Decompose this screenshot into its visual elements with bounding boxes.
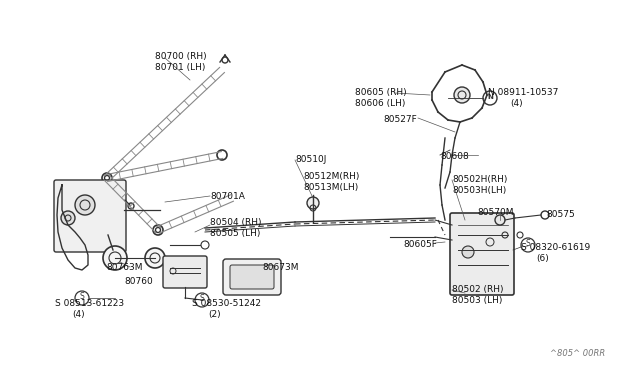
Text: S: S [525,239,530,248]
Text: 80575: 80575 [546,210,575,219]
Circle shape [75,195,95,215]
FancyBboxPatch shape [450,213,514,295]
Circle shape [102,173,112,183]
Text: 80510J: 80510J [295,155,326,164]
FancyBboxPatch shape [230,265,274,289]
Circle shape [103,246,127,270]
Circle shape [495,215,505,225]
Text: (4): (4) [72,310,84,319]
Text: 80502H(RH): 80502H(RH) [452,175,508,184]
Text: 80570M: 80570M [477,208,513,217]
Text: N 08911-10537: N 08911-10537 [488,88,558,97]
Text: 80505 (LH): 80505 (LH) [210,229,260,238]
Text: 80503 (LH): 80503 (LH) [452,296,502,305]
Text: ^805^ 00RR: ^805^ 00RR [550,349,605,358]
Text: 80608: 80608 [440,152,468,161]
FancyBboxPatch shape [163,256,207,288]
Text: 80701A: 80701A [210,192,245,201]
Text: 80760: 80760 [124,277,153,286]
Text: 80605F: 80605F [403,240,437,249]
Text: 80606 (LH): 80606 (LH) [355,99,405,108]
Text: S: S [199,294,204,303]
Circle shape [217,150,227,160]
Circle shape [307,197,319,209]
Text: 80512M(RH): 80512M(RH) [303,172,360,181]
Text: 80763M: 80763M [106,263,143,272]
Text: N: N [487,94,493,100]
Text: 80673M: 80673M [262,263,298,272]
Text: 80504 (RH): 80504 (RH) [210,218,262,227]
Circle shape [454,87,470,103]
Text: 80700 (RH): 80700 (RH) [155,52,207,61]
Text: 80527F: 80527F [383,115,417,124]
Text: 80503H(LH): 80503H(LH) [452,186,506,195]
Text: (4): (4) [510,99,523,108]
Circle shape [462,246,474,258]
FancyBboxPatch shape [54,180,126,252]
Text: S 08320-61619: S 08320-61619 [521,243,590,252]
FancyBboxPatch shape [223,259,281,295]
Text: 80502 (RH): 80502 (RH) [452,285,504,294]
Circle shape [145,248,165,268]
Text: S 08513-61223: S 08513-61223 [55,299,124,308]
Text: (2): (2) [208,310,221,319]
Text: S: S [79,292,84,301]
Text: 80605 (RH): 80605 (RH) [355,88,406,97]
Text: (6): (6) [536,254,548,263]
Circle shape [153,225,163,235]
Circle shape [61,211,75,225]
Text: S 08530-51242: S 08530-51242 [192,299,261,308]
Text: 80513M(LH): 80513M(LH) [303,183,358,192]
Text: 80701 (LH): 80701 (LH) [155,63,205,72]
